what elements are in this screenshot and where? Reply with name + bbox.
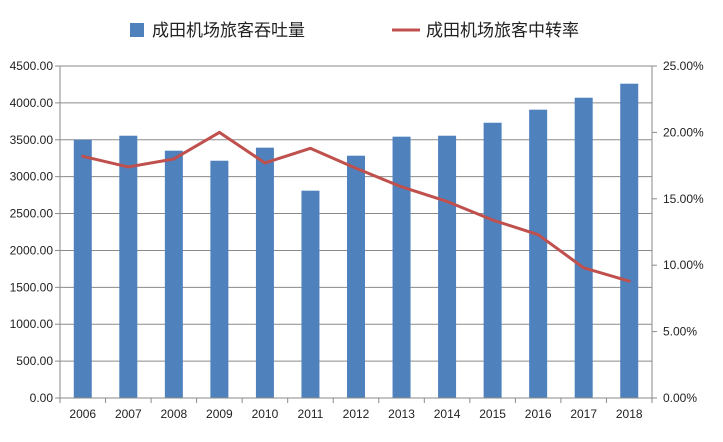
bar-2017 [574,97,593,399]
line-point-2011 [308,146,312,150]
right-tick-label: 5.00% [663,325,697,339]
x-tick-label: 2015 [479,407,506,421]
left-tick-label: 2000.00 [10,243,54,257]
x-tick-label: 2018 [616,407,643,421]
bar-2016 [529,109,548,398]
left-tick-label: 4500.00 [10,59,54,73]
bar-2009 [210,160,229,398]
right-tick-label: 20.00% [663,125,704,139]
x-tick-label: 2010 [252,407,279,421]
bar-2010 [255,147,274,398]
bar-2013 [392,136,411,398]
x-tick-label: 2011 [298,407,324,421]
legend-label-line: 成田机场旅客中转率 [426,21,579,40]
left-tick-label: 2500.00 [10,207,54,221]
right-tick-label: 15.00% [663,192,704,206]
bar-2011 [301,190,320,398]
bar-2012 [347,155,365,398]
line-point-2012 [354,166,358,170]
x-tick-label: 2008 [160,407,187,421]
x-tick-label: 2016 [525,407,552,421]
line-point-2008 [172,157,176,161]
line-point-2016 [536,233,540,237]
right-tick-label: 25.00% [663,59,704,73]
line-point-2013 [400,185,404,189]
line-point-2010 [263,161,267,165]
left-tick-label: 500.00 [16,354,53,368]
bar-2008 [164,150,183,398]
left-tick-label: 1000.00 [10,317,54,331]
x-tick-label: 2009 [206,407,233,421]
bar-2018 [620,83,639,398]
line-point-2006 [81,154,85,158]
left-tick-label: 4000.00 [10,96,54,110]
x-tick-label: 2017 [570,407,597,421]
legend: 成田机场旅客吞吐量 成田机场旅客中转率 [130,21,579,40]
legend-swatch-bar [130,23,144,37]
left-tick-label: 3500.00 [10,133,54,147]
left-tick-label: 0.00 [30,391,54,405]
line-point-2018 [627,279,631,283]
bar-2006 [73,139,92,398]
right-tick-label: 0.00% [663,391,697,405]
line-point-2014 [445,199,449,203]
x-tick-label: 2014 [434,407,461,421]
x-tick-label: 2006 [69,407,96,421]
bar-2014 [438,135,457,398]
x-tick-label: 2012 [343,407,370,421]
left-tick-label: 1500.00 [10,280,54,294]
bar-2007 [119,135,138,398]
x-tick-label: 2013 [388,407,415,421]
line-point-2015 [491,218,495,222]
x-tick-label: 2007 [115,407,142,421]
line-point-2017 [582,266,586,270]
legend-label-bar: 成田机场旅客吞吐量 [152,21,305,40]
bar-2015 [483,122,502,398]
line-point-2007 [126,165,130,169]
line-point-2009 [217,130,221,134]
right-tick-label: 10.00% [663,258,704,272]
left-tick-label: 3000.00 [10,170,54,184]
